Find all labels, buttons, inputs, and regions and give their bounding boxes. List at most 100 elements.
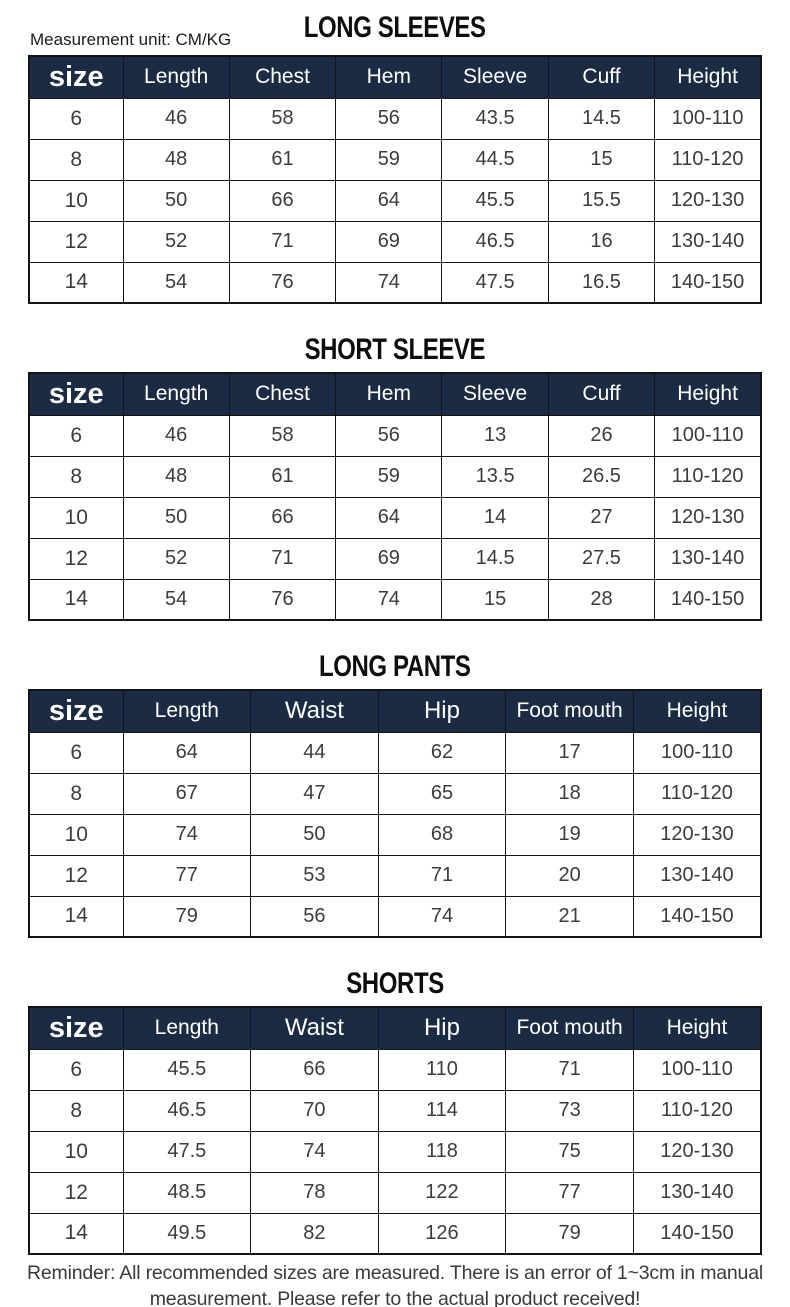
table-row: 10 50 66 64 14 27 120-130 xyxy=(28,496,762,539)
table-cell: 26.5 xyxy=(547,455,656,498)
table-row: 8 48 61 59 44.5 15 110-120 xyxy=(28,138,762,181)
size-cell: 14 xyxy=(28,895,124,938)
size-table-section-shorts: SHORTS size Length Waist Hip Foot mouth Height… xyxy=(0,964,790,1255)
table-cell: 61 xyxy=(228,455,337,498)
size-cell: 12 xyxy=(28,220,124,263)
table-cell: 50 xyxy=(250,813,379,856)
table-cell: 52 xyxy=(122,537,230,580)
table-cell: 56 xyxy=(335,97,443,140)
column-header-foot-mouth: Foot mouth xyxy=(505,689,634,733)
table-row: 8 48 61 59 13.5 26.5 110-120 xyxy=(28,455,762,498)
table-cell: 130-140 xyxy=(632,854,762,897)
table-cell: 50 xyxy=(122,179,230,222)
size-cell: 10 xyxy=(28,179,124,222)
header-row: size Length Chest Hem Sleeve Cuff Height xyxy=(28,55,762,99)
column-header-length: Length xyxy=(122,372,230,416)
table-cell: 68 xyxy=(377,813,507,856)
table-cell: 56 xyxy=(335,414,443,457)
table-title-text: LONG PANTS xyxy=(319,650,471,683)
table-cell: 53 xyxy=(250,854,379,897)
table-row: 14 54 76 74 15 28 140-150 xyxy=(28,578,762,621)
table-cell: 64 xyxy=(335,179,443,222)
table-title-text: SHORT SLEEVE xyxy=(304,333,486,366)
table-cell: 15 xyxy=(547,138,656,181)
header-row: size Length Waist Hip Foot mouth Height xyxy=(28,689,762,733)
size-cell: 10 xyxy=(28,813,124,856)
table-cell: 61 xyxy=(228,138,337,181)
table-cell: 64 xyxy=(335,496,443,539)
table-row: 6 46 58 56 13 26 100-110 xyxy=(28,414,762,457)
table-cell: 74 xyxy=(335,261,443,304)
table-cell: 18 xyxy=(505,772,634,815)
table-cell: 16.5 xyxy=(547,261,656,304)
table-row: 12 48.5 78 122 77 130-140 xyxy=(28,1171,762,1214)
table-cell: 44 xyxy=(250,731,379,774)
table-cell: 100-110 xyxy=(632,731,762,774)
table-cell: 70 xyxy=(250,1089,379,1132)
size-table-section-short-sleeve: SHORT SLEEVE size Length Chest Hem Sleeve Cuff… xyxy=(0,330,790,621)
column-header-waist: Waist xyxy=(250,689,379,733)
table-cell: 43.5 xyxy=(441,97,549,140)
table-title-long-sleeves: LONG SLEEVES xyxy=(0,8,790,48)
table-cell: 126 xyxy=(377,1212,507,1255)
table-cell: 14.5 xyxy=(441,537,549,580)
table-cell: 26 xyxy=(547,414,656,457)
column-header-hip: Hip xyxy=(377,689,507,733)
size-table-short-sleeve: size Length Chest Hem Sleeve Cuff Height 6 46 58 5… xyxy=(28,372,762,621)
header-row: size Length Waist Hip Foot mouth Height xyxy=(28,1006,762,1050)
table-row: 10 50 66 64 45.5 15.5 120-130 xyxy=(28,179,762,222)
size-cell: 6 xyxy=(28,414,124,457)
table-cell: 46.5 xyxy=(122,1089,252,1132)
table-cell: 110-120 xyxy=(654,138,762,181)
table-cell: 110 xyxy=(377,1048,507,1091)
size-cell: 6 xyxy=(28,97,124,140)
table-cell: 130-140 xyxy=(654,220,762,263)
table-cell: 74 xyxy=(335,578,443,621)
table-cell: 71 xyxy=(505,1048,634,1091)
table-title-short-sleeve: SHORT SLEEVE xyxy=(0,330,790,370)
table-cell: 110-120 xyxy=(654,455,762,498)
table-cell: 15.5 xyxy=(547,179,656,222)
table-cell: 120-130 xyxy=(654,496,762,539)
size-cell: 10 xyxy=(28,1130,124,1173)
table-cell: 130-140 xyxy=(654,537,762,580)
table-cell: 76 xyxy=(228,261,337,304)
table-cell: 13.5 xyxy=(441,455,549,498)
table-cell: 59 xyxy=(335,138,443,181)
table-row: 14 54 76 74 47.5 16.5 140-150 xyxy=(28,261,762,304)
column-header-sleeve: Sleeve xyxy=(441,372,549,416)
size-table-long-sleeves: size Length Chest Hem Sleeve Cuff Height 6 46 58 5… xyxy=(28,55,762,304)
table-row: 6 46 58 56 43.5 14.5 100-110 xyxy=(28,97,762,140)
table-cell: 140-150 xyxy=(654,578,762,621)
table-cell: 66 xyxy=(228,496,337,539)
table-cell: 71 xyxy=(377,854,507,897)
table-cell: 110-120 xyxy=(632,772,762,815)
table-cell: 69 xyxy=(335,220,443,263)
table-cell: 79 xyxy=(505,1212,634,1255)
reminder-text: Reminder: All recommended sizes are meas… xyxy=(27,1262,763,1307)
table-cell: 21 xyxy=(505,895,634,938)
column-header-sleeve: Sleeve xyxy=(441,55,549,99)
table-cell: 27.5 xyxy=(547,537,656,580)
column-header-height: Height xyxy=(632,1006,762,1050)
size-cell: 6 xyxy=(28,1048,124,1091)
header-row: size Length Chest Hem Sleeve Cuff Height xyxy=(28,372,762,416)
size-table-shorts: size Length Waist Hip Foot mouth Height 6 45.5 6… xyxy=(28,1006,762,1255)
table-cell: 120-130 xyxy=(632,1130,762,1173)
table-cell: 140-150 xyxy=(632,895,762,938)
column-header-length: Length xyxy=(122,689,252,733)
column-header-size: size xyxy=(28,55,124,99)
table-title-text: SHORTS xyxy=(346,967,444,1000)
table-cell: 140-150 xyxy=(632,1212,762,1255)
table-cell: 45.5 xyxy=(441,179,549,222)
table-cell: 100-110 xyxy=(654,97,762,140)
table-cell: 49.5 xyxy=(122,1212,252,1255)
table-cell: 62 xyxy=(377,731,507,774)
column-header-height: Height xyxy=(654,55,762,99)
table-cell: 78 xyxy=(250,1171,379,1214)
table-cell: 120-130 xyxy=(632,813,762,856)
table-cell: 77 xyxy=(122,854,252,897)
column-header-hem: Hem xyxy=(335,372,443,416)
table-cell: 48.5 xyxy=(122,1171,252,1214)
table-cell: 56 xyxy=(250,895,379,938)
